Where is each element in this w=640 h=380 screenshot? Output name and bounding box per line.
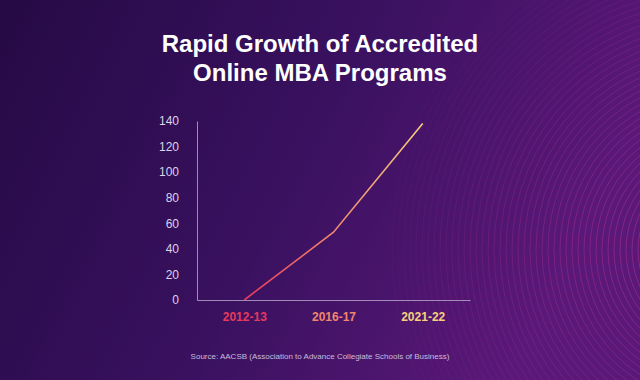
y-tick-label: 120 [159,140,179,154]
decor-arc [470,0,640,380]
decor-arc [392,0,640,380]
y-tick: 0 [172,293,197,307]
y-tick-label: 140 [159,114,179,128]
y-tick: 100 [159,165,197,179]
decor-arc [464,0,640,380]
decor-arc [446,0,640,380]
title-line: Rapid Growth of Accredited [162,30,478,57]
y-tick: 120 [159,140,197,154]
x-axis: 2012-13 2016-17 2021-22 [198,300,471,324]
title-line: Online MBA Programs [193,59,447,86]
y-tick-label: 20 [166,268,180,282]
background [0,0,640,380]
plot-area [244,124,422,300]
decor-arc [560,90,640,380]
decor-arc [452,0,640,380]
x-tick: 2016-17 [312,300,356,324]
decor-arc [572,102,640,380]
x-tick-label: 2012-13 [223,310,267,324]
chart: Rapid Growth of AccreditedOnline MBA Pro… [0,0,640,380]
y-tick: 80 [166,191,197,205]
y-tick-label: 40 [166,242,180,256]
decor-arc [428,0,640,380]
x-axis-line [198,300,471,301]
decor-arc [434,0,640,380]
y-axis-line [197,122,198,301]
y-tick: 20 [166,268,197,282]
y-tick: 140 [159,114,197,128]
decor-arc [548,78,640,380]
decor-arc [566,96,640,380]
y-tick: 60 [166,217,197,231]
data-line [244,124,422,300]
decor-arc [398,0,640,380]
title: Rapid Growth of AccreditedOnline MBA Pro… [162,30,478,86]
y-tick-label: 60 [166,217,180,231]
y-tick: 40 [166,242,197,256]
decor-arc [512,42,640,380]
decoration [392,0,640,380]
decor-arc [620,150,640,350]
decor-arc [500,30,640,380]
x-tick-label: 2016-17 [312,310,356,324]
decor-arc [602,132,640,368]
x-tick: 2021-22 [401,300,445,324]
decor-arc [506,36,640,380]
decor-arc [590,120,640,380]
y-tick-label: 0 [172,293,179,307]
decor-arc [518,48,640,380]
decor-arc [626,156,640,344]
decor-arc [416,0,640,380]
y-tick-label: 80 [166,191,180,205]
y-tick-label: 100 [159,165,179,179]
x-tick-label: 2021-22 [401,310,445,324]
decor-arc [596,126,640,374]
x-tick: 2012-13 [223,300,267,324]
source: Source: AACSB (Association to Advance Co… [191,352,450,361]
decor-arc [482,12,640,380]
decor-arc [494,24,640,380]
decor-arc [476,6,640,380]
y-axis: 0 20 40 60 80 100 120 140 [159,114,198,307]
